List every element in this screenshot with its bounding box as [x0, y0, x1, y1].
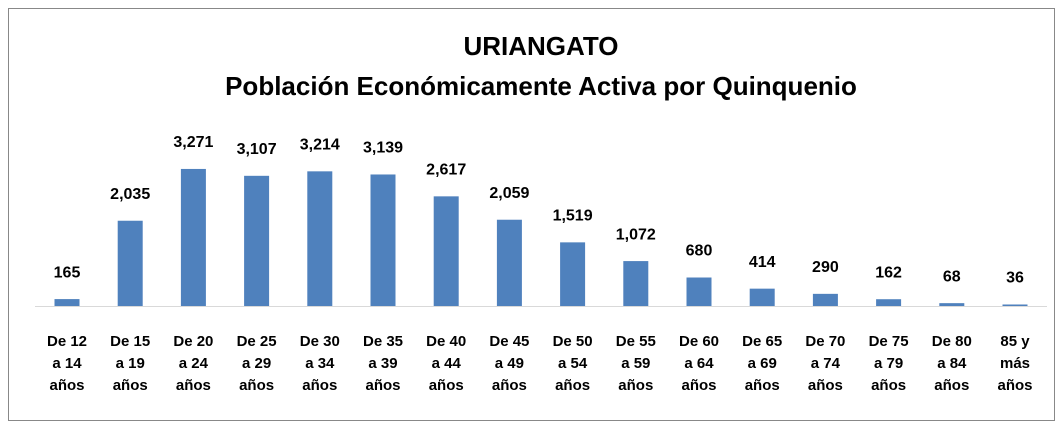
x-tick-label: años: [745, 377, 780, 394]
x-tick-label: años: [681, 377, 716, 394]
bar: [496, 219, 522, 306]
data-label: 165: [54, 264, 81, 281]
data-label: 2,035: [110, 186, 150, 203]
bar: [812, 293, 838, 306]
x-tick-label: años: [618, 377, 653, 394]
x-tick-label: años: [429, 377, 464, 394]
x-tick-label: De 12: [47, 333, 87, 350]
x-tick-label: a 19: [116, 355, 145, 372]
bar: [876, 299, 902, 306]
bar: [117, 220, 143, 306]
x-tick-label: a 24: [179, 355, 209, 372]
x-tick-label: años: [555, 377, 590, 394]
x-tick-label: De 30: [300, 333, 340, 350]
x-tick-label: a 34: [305, 355, 335, 372]
x-tick-label: a 29: [242, 355, 271, 372]
x-tick-label: De 65: [742, 333, 782, 350]
bar: [307, 171, 333, 306]
x-tick-label: De 20: [173, 333, 213, 350]
data-label: 3,214: [300, 137, 340, 154]
bar: [54, 299, 80, 306]
x-tick-label: a 74: [811, 355, 841, 372]
x-tick-label: a 64: [684, 355, 714, 372]
data-label: 162: [875, 264, 902, 281]
x-tick-label: años: [49, 377, 84, 394]
bar: [749, 288, 775, 306]
chart-title: URIANGATO: [463, 31, 618, 61]
x-tick-label: a 69: [748, 355, 777, 372]
x-tick-label: años: [239, 377, 274, 394]
x-tick-label: años: [997, 377, 1032, 394]
x-tick-label: más: [1000, 355, 1030, 372]
x-tick-label: años: [113, 377, 148, 394]
data-label: 36: [1006, 270, 1024, 287]
x-tick-label: De 75: [869, 333, 909, 350]
bar: [180, 168, 206, 306]
x-tick-label: a 84: [937, 355, 967, 372]
x-tick-label: De 50: [553, 333, 593, 350]
x-tick-label: De 15: [110, 333, 150, 350]
bar: [244, 175, 270, 306]
data-label: 68: [943, 268, 961, 285]
bar: [623, 261, 649, 306]
x-tick-label: De 25: [237, 333, 277, 350]
bar: [1002, 304, 1028, 306]
x-tick-label: años: [302, 377, 337, 394]
x-tick-label: años: [934, 377, 969, 394]
x-tick-label: años: [176, 377, 211, 394]
x-tick-label: 85 y: [1000, 333, 1030, 350]
x-tick-label: años: [492, 377, 527, 394]
x-tick-label: De 55: [616, 333, 656, 350]
x-tick-label: De 80: [932, 333, 972, 350]
bar: [939, 303, 965, 306]
data-label: 3,139: [363, 140, 403, 157]
data-label: 2,059: [489, 185, 529, 202]
data-label: 414: [749, 254, 776, 271]
x-tick-label: años: [808, 377, 843, 394]
data-label: 1,519: [553, 208, 593, 225]
x-tick-label: De 60: [679, 333, 719, 350]
bar: [560, 242, 586, 306]
x-tick-label: De 45: [489, 333, 529, 350]
data-label: 3,107: [237, 141, 277, 158]
x-tick-label: De 70: [805, 333, 845, 350]
x-tick-label: a 44: [432, 355, 462, 372]
chart-subtitle: Población Económicamente Activa por Quin…: [225, 71, 857, 101]
x-tick-label: a 79: [874, 355, 903, 372]
data-label: 680: [686, 243, 713, 260]
data-label: 3,271: [173, 134, 213, 151]
x-tick-label: a 14: [52, 355, 82, 372]
x-tick-label: De 40: [426, 333, 466, 350]
data-label: 1,072: [616, 226, 656, 243]
x-tick-label: años: [871, 377, 906, 394]
x-tick-label: De 35: [363, 333, 403, 350]
bar: [433, 196, 459, 306]
bar: [686, 277, 712, 306]
bar: [370, 174, 396, 306]
x-tick-label: años: [365, 377, 400, 394]
x-tick-label: a 59: [621, 355, 650, 372]
x-tick-label: a 39: [368, 355, 397, 372]
x-tick-label: a 54: [558, 355, 588, 372]
data-label: 290: [812, 259, 839, 276]
data-label: 2,617: [426, 162, 466, 179]
x-tick-label: a 49: [495, 355, 524, 372]
